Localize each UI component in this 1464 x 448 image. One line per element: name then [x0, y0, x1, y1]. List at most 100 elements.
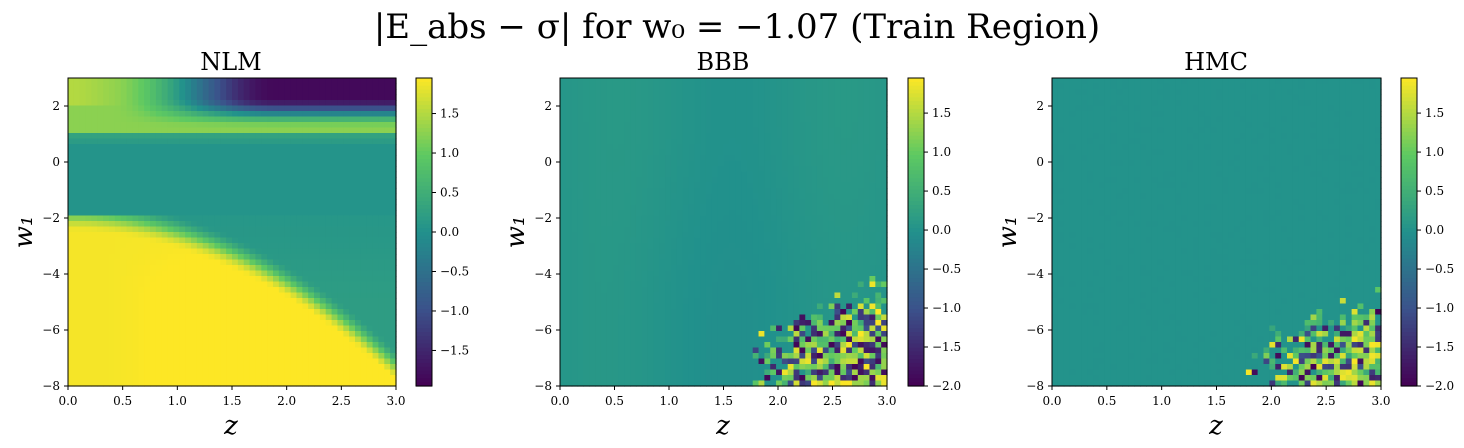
heatmap-cell: [560, 127, 567, 134]
heatmap-cell: [770, 111, 777, 118]
heatmap-cell: [261, 177, 268, 184]
heatmap-cell: [261, 111, 268, 118]
heatmap-cell: [138, 182, 145, 189]
heatmap-cell: [220, 215, 227, 222]
colorbar-tick-label: −0.5: [440, 264, 469, 278]
heatmap-cell: [284, 210, 292, 217]
heatmap-cell: [68, 369, 75, 376]
heatmap-cell: [138, 243, 145, 250]
heatmap-cell: [220, 309, 227, 316]
heatmap-cell: [741, 105, 748, 112]
heatmap-cell: [325, 243, 333, 250]
heatmap-cell: [851, 193, 859, 200]
heatmap-cell: [869, 237, 876, 244]
heatmap-cell: [834, 116, 841, 123]
heatmap-cell: [202, 78, 210, 85]
heatmap-cell: [185, 210, 192, 217]
heatmap-cell: [79, 375, 87, 382]
heatmap-cell: [68, 193, 75, 200]
heatmap-cell: [343, 155, 350, 162]
heatmap-cell: [688, 215, 695, 222]
heatmap-cell: [349, 138, 356, 145]
heatmap-cell: [659, 226, 666, 233]
heatmap-cell: [73, 265, 81, 272]
heatmap-cell: [167, 342, 175, 349]
heatmap-cell: [191, 105, 198, 112]
heatmap-cell: [735, 94, 742, 101]
heatmap-cell: [173, 133, 180, 140]
heatmap-cell: [220, 298, 227, 305]
heatmap-cell: [676, 237, 684, 244]
heatmap-cell: [296, 133, 303, 140]
heatmap-cell: [822, 204, 830, 211]
heatmap-cell: [185, 369, 192, 376]
heatmap-cell: [653, 100, 660, 107]
heatmap-cell: [237, 160, 245, 167]
heatmap-cell: [688, 243, 695, 250]
heatmap-cell: [261, 204, 268, 211]
heatmap-cell: [138, 292, 145, 299]
heatmap-cell: [202, 226, 210, 233]
heatmap-cell: [635, 232, 643, 239]
heatmap-cell: [173, 248, 180, 255]
heatmap-cell: [624, 138, 631, 145]
heatmap-cell: [805, 171, 812, 178]
heatmap-cell: [319, 89, 327, 96]
heatmap-cell: [196, 155, 204, 162]
heatmap-cell: [688, 177, 695, 184]
heatmap-cell: [822, 210, 830, 217]
heatmap-cell: [278, 89, 286, 96]
heatmap-cell: [659, 144, 666, 151]
heatmap-cell: [793, 177, 801, 184]
heatmap-cell: [600, 177, 608, 184]
colorbar-segment: [416, 297, 432, 302]
heatmap-cell: [857, 188, 865, 195]
heatmap-cell: [618, 100, 625, 107]
heatmap-cell: [267, 347, 274, 354]
heatmap-cell: [173, 204, 180, 211]
heatmap-cell: [179, 210, 186, 217]
heatmap-cell: [372, 325, 380, 332]
heatmap-cell: [79, 89, 87, 96]
heatmap-cell: [811, 182, 818, 189]
heatmap-cell: [372, 347, 380, 354]
heatmap-cell: [150, 358, 157, 365]
heatmap-cell: [232, 122, 239, 129]
heatmap-cell: [290, 358, 298, 365]
heatmap-cell: [302, 358, 309, 365]
heatmap-cell: [600, 232, 608, 239]
heatmap-cell: [73, 182, 81, 189]
heatmap-cell: [302, 138, 309, 145]
heatmap-cell: [237, 215, 245, 222]
heatmap-cell: [325, 320, 333, 327]
heatmap-cell: [711, 188, 719, 195]
heatmap-cell: [600, 199, 608, 206]
heatmap-cell: [237, 237, 245, 244]
heatmap-cell: [261, 160, 268, 167]
heatmap-cell: [255, 100, 262, 107]
colorbar-segment: [416, 143, 432, 148]
heatmap-cell: [337, 133, 344, 140]
heatmap-cell: [595, 204, 602, 211]
heatmap-cell: [688, 171, 695, 178]
heatmap-cell: [161, 149, 169, 156]
heatmap-cell: [863, 100, 871, 107]
heatmap-cell: [565, 155, 573, 162]
heatmap-cell: [208, 160, 216, 167]
heatmap-cell: [232, 364, 239, 371]
heatmap-cell: [179, 226, 186, 233]
heatmap-cell: [73, 358, 81, 365]
heatmap-cell: [349, 155, 356, 162]
heatmap-cell: [220, 138, 227, 145]
heatmap-cell: [822, 133, 830, 140]
heatmap-cell: [97, 160, 104, 167]
heatmap-cell: [331, 314, 339, 321]
heatmap-cell: [85, 122, 93, 129]
heatmap-cell: [255, 287, 262, 294]
heatmap-cell: [875, 105, 882, 112]
heatmap-cell: [185, 155, 192, 162]
heatmap-cell: [723, 105, 730, 112]
heatmap-cell: [185, 303, 192, 310]
heatmap-cell: [863, 226, 871, 233]
heatmap-cell: [85, 133, 93, 140]
